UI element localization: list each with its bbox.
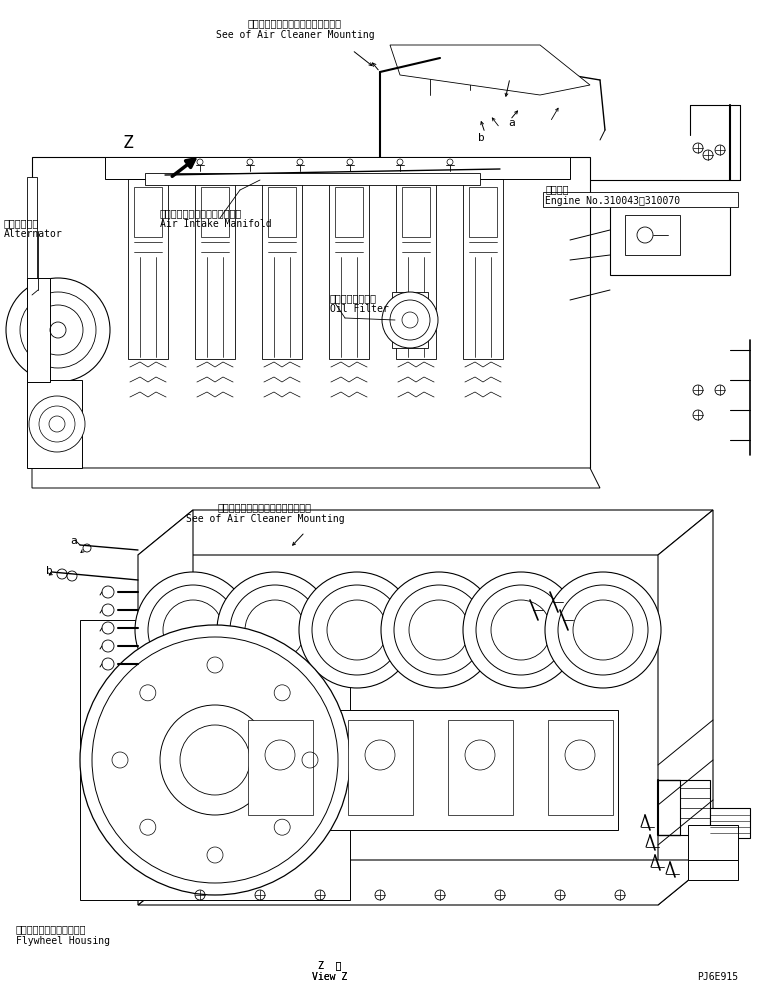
- Circle shape: [381, 572, 497, 688]
- Text: a: a: [508, 118, 515, 128]
- Text: Alternator: Alternator: [4, 229, 62, 239]
- Bar: [134, 187, 162, 237]
- Text: 適用号機: 適用号機: [545, 184, 569, 194]
- Polygon shape: [32, 157, 590, 468]
- Circle shape: [29, 396, 85, 452]
- Text: b: b: [478, 133, 484, 143]
- Bar: [688, 860, 738, 880]
- Bar: [80, 620, 350, 900]
- Circle shape: [382, 292, 438, 348]
- Text: a: a: [70, 536, 76, 546]
- Text: フライホイールハウジング: フライホイールハウジング: [16, 924, 87, 934]
- Text: See of Air Cleaner Mounting: See of Air Cleaner Mounting: [216, 30, 374, 40]
- Bar: [248, 720, 313, 815]
- Polygon shape: [138, 510, 713, 555]
- Bar: [348, 720, 413, 815]
- Circle shape: [545, 572, 661, 688]
- Text: b: b: [46, 566, 53, 576]
- Text: Z  視: Z 視: [318, 960, 342, 970]
- Circle shape: [217, 572, 333, 688]
- Polygon shape: [27, 380, 82, 468]
- Polygon shape: [145, 173, 480, 185]
- Circle shape: [6, 278, 110, 382]
- Bar: [448, 720, 513, 815]
- Text: Z  視: Z 視: [318, 960, 342, 970]
- Polygon shape: [392, 292, 428, 348]
- Bar: [710, 808, 750, 838]
- Bar: [128, 179, 168, 359]
- Bar: [688, 825, 738, 860]
- Text: エアークリーナマウンティング参照: エアークリーナマウンティング参照: [218, 502, 312, 512]
- Polygon shape: [390, 45, 590, 95]
- Polygon shape: [105, 157, 570, 179]
- Bar: [201, 187, 229, 237]
- Circle shape: [135, 572, 251, 688]
- Bar: [396, 179, 436, 359]
- Bar: [268, 187, 296, 237]
- Bar: [335, 187, 363, 237]
- Bar: [463, 179, 503, 359]
- Bar: [469, 187, 497, 237]
- Text: オイルフィルター: オイルフィルター: [330, 293, 377, 303]
- Text: Air Intake Manifold: Air Intake Manifold: [160, 219, 271, 229]
- Polygon shape: [32, 468, 600, 488]
- Bar: [625, 215, 680, 255]
- Text: Engine No.310043～310070: Engine No.310043～310070: [545, 196, 680, 206]
- Text: PJ6E915: PJ6E915: [697, 972, 739, 982]
- Text: エアーインテークマニホールド: エアーインテークマニホールド: [160, 208, 243, 218]
- Polygon shape: [27, 177, 37, 458]
- Bar: [610, 195, 730, 275]
- Bar: [543, 192, 738, 207]
- Bar: [195, 179, 235, 359]
- Circle shape: [299, 572, 415, 688]
- Text: Flywheel Housing: Flywheel Housing: [16, 936, 110, 946]
- Bar: [548, 720, 613, 815]
- Text: Oil Filter: Oil Filter: [330, 304, 388, 314]
- Text: オルタネータ: オルタネータ: [4, 218, 39, 228]
- Text: See of Air Cleaner Mounting: See of Air Cleaner Mounting: [186, 514, 344, 524]
- Text: エアークリーナマウンティング参照: エアークリーナマウンティング参照: [248, 18, 342, 28]
- Polygon shape: [27, 278, 50, 382]
- Circle shape: [463, 572, 579, 688]
- Text: Z: Z: [122, 134, 133, 152]
- Circle shape: [637, 227, 653, 243]
- Polygon shape: [138, 860, 713, 905]
- Text: View Z: View Z: [312, 972, 348, 982]
- Bar: [218, 710, 618, 830]
- Bar: [680, 780, 710, 835]
- Bar: [329, 179, 369, 359]
- Polygon shape: [658, 510, 713, 905]
- Circle shape: [80, 625, 350, 895]
- Bar: [262, 179, 302, 359]
- Text: View Z: View Z: [312, 972, 348, 982]
- Polygon shape: [138, 510, 193, 905]
- Bar: [402, 187, 430, 237]
